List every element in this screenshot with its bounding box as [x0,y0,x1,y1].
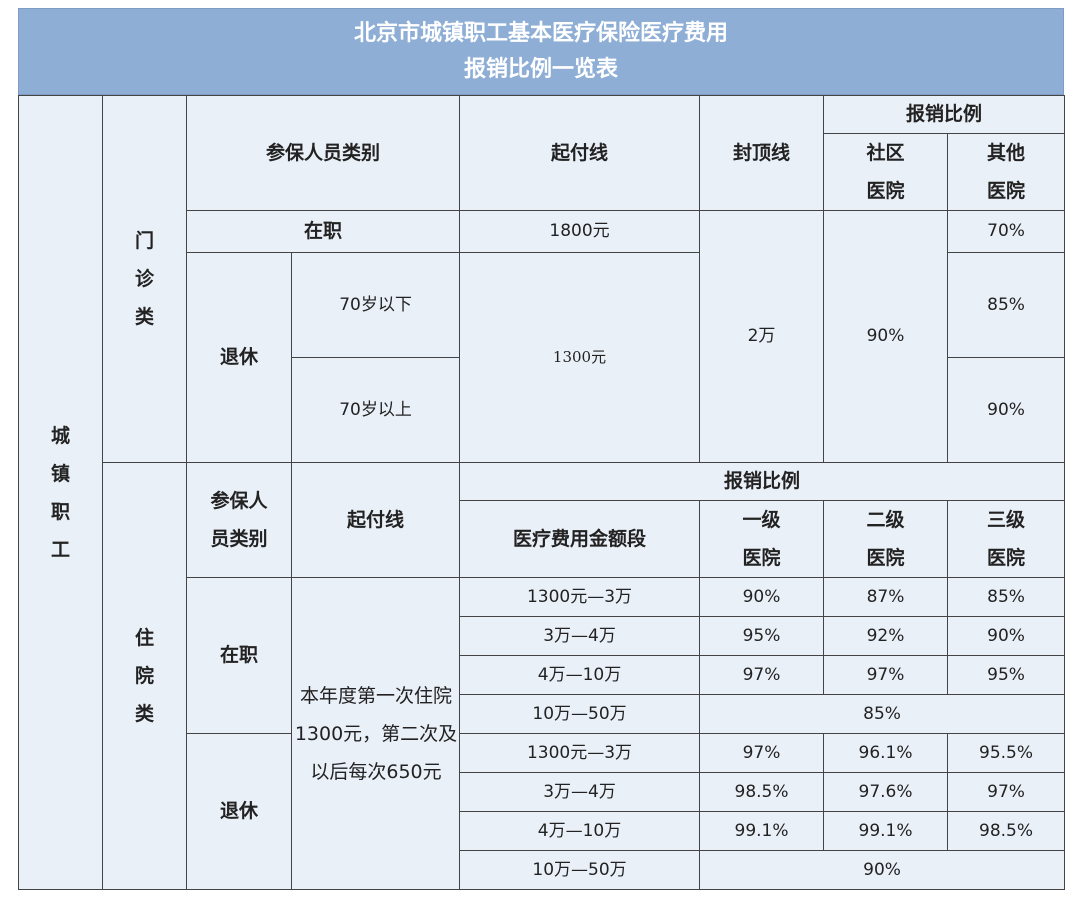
inpatient-header-ratio: 报销比例 [459,462,1066,501]
outpatient-header-community: 社区医院 [823,133,949,211]
inpatient-retired-label: 退休 [186,733,292,890]
inpatient-header-member-type: 参保人员类别 [186,462,292,578]
table-cell-level3: 95% [947,655,1066,695]
table-cell-level3: 98.5% [947,811,1066,851]
table-cell-level3: 85% [947,577,1066,617]
outpatient-community-value: 90% [823,210,949,463]
outpatient-employed-other: 70% [947,210,1066,253]
table-cell-level3: 95.5% [947,733,1066,773]
table-title: 北京市城镇职工基本医疗保险医疗费用 报销比例一览表 [18,8,1064,95]
table-cell-level1: 98.5% [699,772,825,812]
inpatient-header-level3: 三级医院 [947,500,1066,578]
table-cell-level2: 92% [823,616,949,656]
table-cell-level3: 97% [947,772,1066,812]
inpatient-header-level1: 一级医院 [699,500,825,578]
reimbursement-table-document: 北京市城镇职工基本医疗保险医疗费用 报销比例一览表 城镇职工 门诊类 参保人员类… [18,8,1066,890]
table-cell-all-levels: 90% [699,850,1066,890]
outpatient-over70-label: 70岁以上 [290,357,461,463]
table-cell-all-levels: 85% [699,694,1066,734]
inpatient-header-amount-range: 医疗费用金额段 [459,500,701,578]
inpatient-header-level2: 二级医院 [823,500,949,578]
outpatient-header-cap: 封顶线 [699,95,825,211]
outpatient-header-member-type: 参保人员类别 [185,95,461,211]
outpatient-over70-other: 90% [947,357,1066,463]
outpatient-under70-label: 70岁以下 [290,252,461,358]
table-cell-level2: 96.1% [823,733,949,773]
table-cell-level2: 99.1% [823,811,949,851]
category-inpatient: 住院类 [102,462,187,890]
outpatient-employed-label: 在职 [185,210,461,253]
table-cell-level2: 97% [823,655,949,695]
table-row-range: 1300元—3万 [459,733,701,773]
outpatient-retired-label: 退休 [186,252,292,463]
table-row-range: 10万—50万 [459,850,701,890]
table-cell-level1: 99.1% [699,811,825,851]
table-row-range: 4万—10万 [459,811,701,851]
table-row-range: 10万—50万 [459,694,701,734]
table-row-range: 4万—10万 [459,655,701,695]
inpatient-deductible-note: 本年度第一次住院1300元，第二次及以后每次650元 [290,577,461,890]
table-row-range: 3万—4万 [459,772,701,812]
outpatient-cap-value: 2万 [699,210,825,463]
table-cell-level1: 97% [699,733,825,773]
category-outpatient: 门诊类 [102,95,187,463]
table-cell-level1: 97% [699,655,825,695]
outpatient-retired-deductible: 1300元 [459,252,701,463]
table-cell-level3: 90% [947,616,1066,656]
outpatient-header-other: 其他医院 [947,133,1066,211]
title-line-1: 北京市城镇职工基本医疗保险医疗费用 [353,20,728,46]
table-cell-level1: 90% [699,577,825,617]
table-cell-level2: 87% [823,577,949,617]
table-cell-level1: 95% [699,616,825,656]
outpatient-header-ratio: 报销比例 [823,95,1066,134]
reimbursement-table: 城镇职工 门诊类 参保人员类别 起付线 封顶线 报销比例 社区医院 其他医院 在… [18,95,1066,890]
inpatient-header-deductible: 起付线 [290,462,461,578]
row-group-urban-employees: 城镇职工 [18,95,103,890]
outpatient-employed-deductible: 1800元 [459,210,701,253]
inpatient-employed-label: 在职 [186,577,292,734]
title-line-2: 报销比例一览表 [463,56,618,82]
outpatient-under70-other: 85% [947,252,1066,358]
table-cell-level2: 97.6% [823,772,949,812]
outpatient-header-deductible: 起付线 [459,95,701,211]
table-row-range: 3万—4万 [459,616,701,656]
table-row-range: 1300元—3万 [459,577,701,617]
